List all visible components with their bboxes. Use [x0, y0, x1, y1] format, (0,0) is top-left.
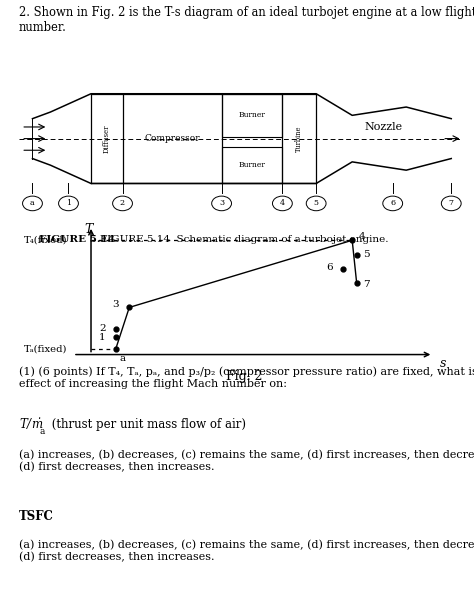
Text: 1: 1	[66, 199, 71, 208]
Text: 1: 1	[99, 333, 106, 342]
Text: s: s	[440, 356, 447, 369]
Text: TSFC: TSFC	[19, 511, 54, 524]
Text: Fig. 2: Fig. 2	[226, 370, 263, 383]
Text: Burner: Burner	[238, 161, 265, 169]
Bar	[221, 94, 283, 137]
Text: Turbine: Turbine	[295, 126, 303, 152]
Bar	[221, 147, 283, 183]
Text: Compressor: Compressor	[144, 134, 200, 143]
Text: 3: 3	[112, 300, 119, 309]
Text: a: a	[40, 427, 45, 436]
Text: 4: 4	[359, 232, 365, 241]
Text: T: T	[84, 223, 93, 236]
Text: ṁ: ṁ	[32, 418, 43, 431]
Text: Burner: Burner	[238, 111, 265, 120]
Text: 3: 3	[219, 199, 224, 208]
Text: 6: 6	[390, 199, 395, 208]
Text: 7: 7	[363, 280, 370, 289]
Text: 4: 4	[280, 199, 285, 208]
Text: Nozzle: Nozzle	[365, 122, 403, 132]
Text: FIGURE 5.14  Schematic diagram of a turbojet engine.: FIGURE 5.14 Schematic diagram of a turbo…	[100, 235, 388, 244]
Text: 2: 2	[99, 324, 106, 333]
Text: (a) increases, (b) decreases, (c) remains the same, (d) first increases, then de: (a) increases, (b) decreases, (c) remain…	[19, 450, 474, 472]
Text: FIGURE 5.14: FIGURE 5.14	[39, 235, 116, 244]
Text: (a) increases, (b) decreases, (c) remains the same, (d) first increases, then de: (a) increases, (b) decreases, (c) remain…	[19, 540, 474, 562]
Text: a: a	[30, 199, 35, 208]
Text: a: a	[119, 353, 126, 362]
Text: (1) (6 points) If T₄, Tₐ, pₐ, and p₃/p₂ (compressor pressure ratio) are fixed, w: (1) (6 points) If T₄, Tₐ, pₐ, and p₃/p₂ …	[19, 367, 474, 389]
Text: Tₐ(fixed): Tₐ(fixed)	[23, 345, 67, 353]
Text: T: T	[19, 418, 27, 431]
Text: 2. Shown in Fig. 2 is the T-s diagram of an ideal turbojet engine at a low fligh: 2. Shown in Fig. 2 is the T-s diagram of…	[19, 6, 474, 34]
Text: 2: 2	[120, 199, 125, 208]
Text: (thrust per unit mass flow of air): (thrust per unit mass flow of air)	[48, 418, 246, 431]
Text: 5: 5	[363, 250, 370, 259]
Text: 5: 5	[314, 199, 319, 208]
Text: Diffuser: Diffuser	[103, 124, 111, 153]
Text: 6: 6	[327, 263, 333, 272]
Text: 7: 7	[449, 199, 454, 208]
Text: T₄(fixed): T₄(fixed)	[23, 236, 67, 245]
Text: /: /	[27, 418, 31, 431]
